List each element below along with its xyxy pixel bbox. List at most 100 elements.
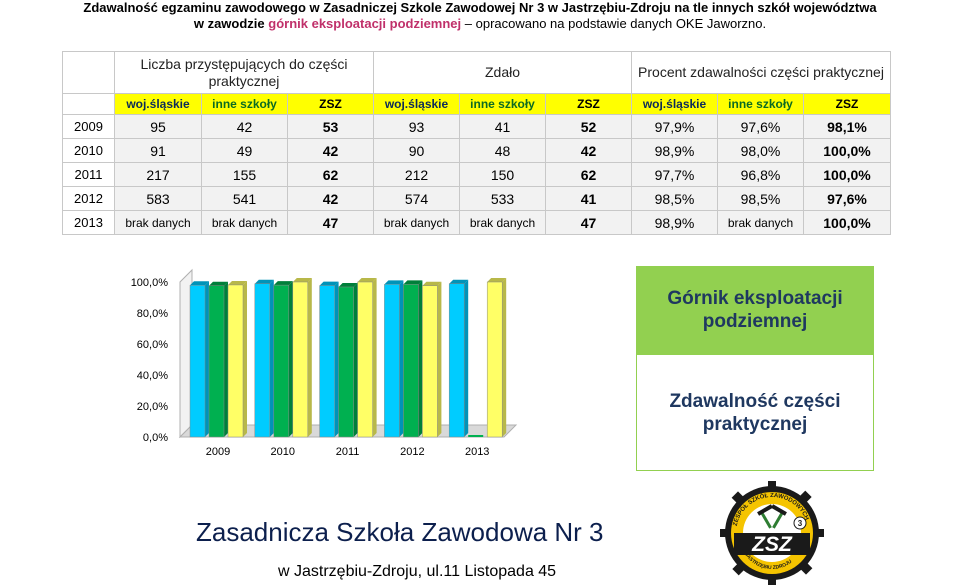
bar-side bbox=[399, 280, 404, 437]
bar-side bbox=[464, 279, 469, 437]
bar-side bbox=[353, 282, 358, 437]
table-cell: 100,0% bbox=[803, 210, 891, 235]
table-row: 2011 217 155 62 212 150 62 97,7% 96,8% 100,0% bbox=[62, 162, 891, 187]
table-cell: 98,5% bbox=[631, 186, 718, 211]
table-cell: 98,0% bbox=[717, 138, 804, 163]
table-cell: 42 bbox=[287, 186, 374, 211]
bar-top bbox=[273, 281, 293, 286]
x-tick-label: 2010 bbox=[271, 446, 295, 458]
bar bbox=[227, 284, 244, 438]
bar bbox=[357, 281, 373, 438]
table-cell: brak danych bbox=[459, 210, 546, 235]
bar-top bbox=[487, 278, 507, 282]
y-tick-label: 40,0% bbox=[137, 370, 168, 382]
table-cell: 62 bbox=[287, 162, 374, 187]
bar bbox=[319, 285, 335, 438]
row-year: 2013 bbox=[62, 210, 115, 235]
bar-top bbox=[403, 280, 423, 285]
y-tick-label: 0,0% bbox=[143, 432, 168, 444]
subheader-inne: inne szkoły bbox=[201, 93, 288, 115]
table-cell: brak danych bbox=[114, 210, 202, 235]
subheader-empty-cell bbox=[62, 93, 115, 115]
group-header-pass-rate: Procent zdawalności części praktycznej bbox=[631, 51, 891, 94]
bar-top bbox=[449, 279, 469, 284]
bar bbox=[292, 281, 309, 438]
table-cell: 97,6% bbox=[717, 114, 804, 139]
school-name: Zasadnicza Szkoła Zawodowa Nr 3 bbox=[196, 517, 604, 547]
bar-top bbox=[357, 278, 377, 282]
table-cell: 42 bbox=[287, 138, 374, 163]
bar-top bbox=[254, 279, 274, 284]
table-cell: 583 bbox=[114, 186, 202, 211]
bar-side bbox=[205, 281, 209, 437]
table-cell: 212 bbox=[373, 162, 460, 187]
bar bbox=[338, 286, 354, 438]
table-cell: 41 bbox=[545, 186, 632, 211]
subheader-zsz: ZSZ bbox=[545, 93, 632, 115]
table-cell: 155 bbox=[201, 162, 288, 187]
table-cell: 48 bbox=[459, 138, 546, 163]
title-line-2-suffix: – opracowano na podstawie danych OKE Jaw… bbox=[464, 16, 767, 31]
table-cell: 100,0% bbox=[803, 162, 891, 187]
hammer-and-pick-icon bbox=[757, 504, 787, 529]
bar-side bbox=[243, 280, 247, 437]
title-line-2-accent: górnik eksploatacji podziemnej bbox=[268, 16, 462, 31]
table-corner-cell bbox=[62, 51, 115, 94]
table-cell: 47 bbox=[545, 210, 632, 235]
bar bbox=[254, 283, 271, 438]
bar-side bbox=[334, 281, 339, 437]
school-logo: ZESPÓŁ SZKÓŁ ZAWODOWYCH W JASTRZĘBIU ZDR… bbox=[716, 481, 828, 585]
bar-top bbox=[228, 280, 247, 285]
bar-side bbox=[418, 280, 423, 437]
title-line-1: Zdawalność egzaminu zawodowego w Zasadni… bbox=[83, 0, 877, 15]
bar bbox=[208, 285, 225, 438]
legend-exam-label: Zdawalność części praktycznej bbox=[637, 355, 873, 470]
bar-side bbox=[224, 281, 228, 437]
legend-box: Górnik eksploatacji podziemnej Zdawalnoś… bbox=[636, 266, 874, 471]
subheader-zsz: ZSZ bbox=[287, 93, 374, 115]
group-header-participants: Liczba przystępujących do części praktyc… bbox=[114, 51, 374, 94]
bar bbox=[403, 284, 419, 438]
y-tick-label: 20,0% bbox=[137, 401, 168, 413]
y-tick-label: 80,0% bbox=[137, 308, 168, 320]
table-row: 2012 583 541 42 574 533 41 98,5% 98,5% 97,6% bbox=[62, 186, 891, 211]
table-cell: 52 bbox=[545, 114, 632, 139]
table-cell: brak danych bbox=[201, 210, 288, 235]
row-year: 2012 bbox=[62, 186, 115, 211]
bar bbox=[448, 283, 465, 438]
table-cell: brak danych bbox=[373, 210, 460, 235]
bar bbox=[422, 285, 438, 438]
row-year: 2009 bbox=[62, 114, 115, 139]
legend-occupation-label: Górnik eksploatacji podziemnej bbox=[667, 288, 843, 332]
table-cell: 217 bbox=[114, 162, 202, 187]
subheader-zsz: ZSZ bbox=[803, 93, 891, 115]
bar-top bbox=[338, 282, 358, 287]
bar-side bbox=[502, 278, 507, 437]
table-cell: 98,5% bbox=[717, 186, 804, 211]
table-cell: 150 bbox=[459, 162, 546, 187]
row-year: 2011 bbox=[62, 162, 115, 187]
bar-top bbox=[422, 281, 442, 286]
bar-side bbox=[307, 278, 312, 437]
subheader-inne: inne szkoły bbox=[459, 93, 546, 115]
bar-top bbox=[209, 281, 228, 286]
table-cell: 93 bbox=[373, 114, 460, 139]
subheader-inne: inne szkoły bbox=[717, 93, 804, 115]
table-cell: 100,0% bbox=[803, 138, 891, 163]
x-tick-label: 2012 bbox=[400, 446, 424, 458]
table-cell: 47 bbox=[287, 210, 374, 235]
table-cell: 95 bbox=[114, 114, 202, 139]
table-cell: 53 bbox=[287, 114, 374, 139]
x-tick-label: 2009 bbox=[206, 446, 230, 458]
table-cell: 42 bbox=[545, 138, 632, 163]
table-cell: 42 bbox=[201, 114, 288, 139]
pass-rate-bar-chart: 100,0% 80,0% 60,0% 40,0% 20,0% 0,0% 2009 2010 20… bbox=[131, 268, 518, 458]
table-cell: 574 bbox=[373, 186, 460, 211]
table-cell: 96,8% bbox=[717, 162, 804, 187]
logo-number: 3 bbox=[798, 519, 803, 528]
subheader-woj: woj.śląskie bbox=[373, 93, 460, 115]
table-cell: 97,9% bbox=[631, 114, 718, 139]
bar-side bbox=[437, 281, 442, 437]
bar-side bbox=[372, 278, 377, 437]
page-title: Zdawalność egzaminu zawodowego w Zasadni… bbox=[0, 0, 960, 32]
